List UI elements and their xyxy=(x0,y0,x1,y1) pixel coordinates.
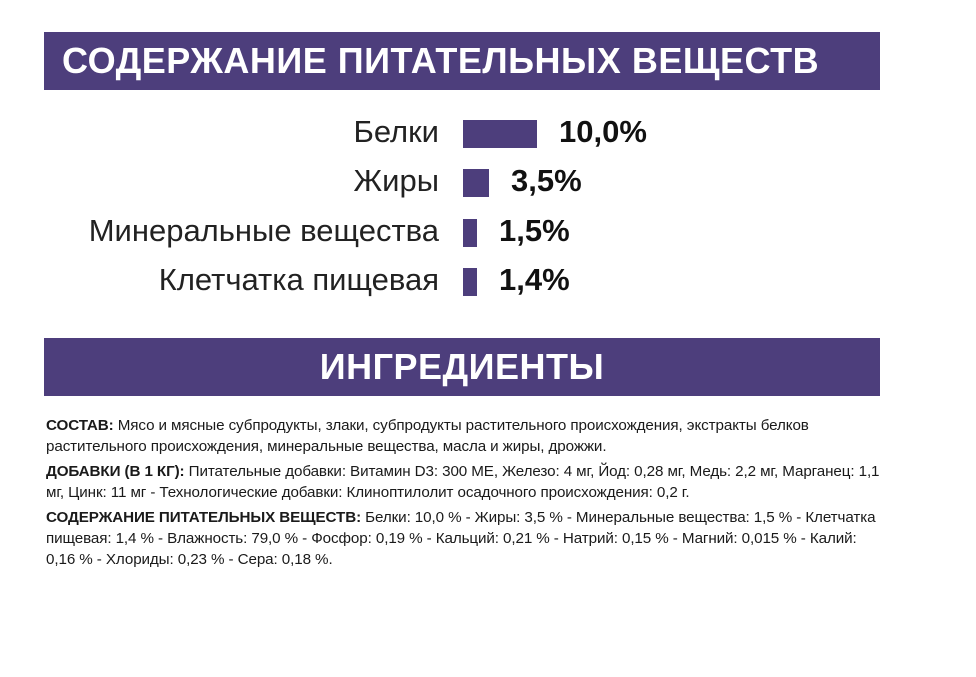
composition-label: СОСТАВ: xyxy=(46,417,114,434)
nutrition-bar xyxy=(463,268,477,296)
nutrients-paragraph: СОДЕРЖАНИЕ ПИТАТЕЛЬНЫХ ВЕЩЕСТВ: Белки: 1… xyxy=(46,507,886,570)
nutrition-label: Клетчатка пищевая xyxy=(158,262,439,297)
nutrition-row: Минеральные вещества 1,5% xyxy=(0,207,976,255)
nutrition-value: 1,4% xyxy=(499,262,570,297)
nutrition-bar xyxy=(463,120,537,148)
nutrition-row: Жиры 3,5% xyxy=(0,157,976,205)
nutrition-value: 10,0% xyxy=(559,114,647,149)
nutrition-row: Белки 10,0% xyxy=(0,108,976,156)
nutrition-header-banner: СОДЕРЖАНИЕ ПИТАТЕЛЬНЫХ ВЕЩЕСТВ xyxy=(44,32,880,90)
nutrition-bar xyxy=(463,169,489,197)
composition-text: Мясо и мясные субпродукты, злаки, субпро… xyxy=(46,417,809,455)
additives-paragraph: ДОБАВКИ (В 1 КГ): Питательные добавки: В… xyxy=(46,461,886,503)
nutrition-label: Минеральные вещества xyxy=(88,213,439,248)
composition-paragraph: СОСТАВ: Мясо и мясные субпродукты, злаки… xyxy=(46,415,886,457)
nutrients-text: Белки: 10,0 % - Жиры: 3,5 % - Минеральны… xyxy=(46,509,876,568)
ingredients-header-banner: ИНГРЕДИЕНТЫ xyxy=(44,338,880,396)
nutrition-bar xyxy=(463,219,477,247)
nutrition-header-title: СОДЕРЖАНИЕ ПИТАТЕЛЬНЫХ ВЕЩЕСТВ xyxy=(62,40,820,81)
nutrition-value: 3,5% xyxy=(511,163,582,198)
additives-text: Питательные добавки: Витамин D3: 300 МЕ,… xyxy=(46,463,880,501)
additives-label: ДОБАВКИ (В 1 КГ): xyxy=(46,463,185,480)
ingredients-header-title: ИНГРЕДИЕНТЫ xyxy=(319,346,605,387)
nutrition-value: 1,5% xyxy=(499,213,570,248)
nutrition-label: Белки xyxy=(353,114,439,149)
nutrients-label: СОДЕРЖАНИЕ ПИТАТЕЛЬНЫХ ВЕЩЕСТВ: xyxy=(46,509,362,526)
ingredients-text: СОСТАВ: Мясо и мясные субпродукты, злаки… xyxy=(46,415,886,574)
nutrition-row: Клетчатка пищевая 1,4% xyxy=(0,256,976,304)
nutrition-label: Жиры xyxy=(353,163,439,198)
